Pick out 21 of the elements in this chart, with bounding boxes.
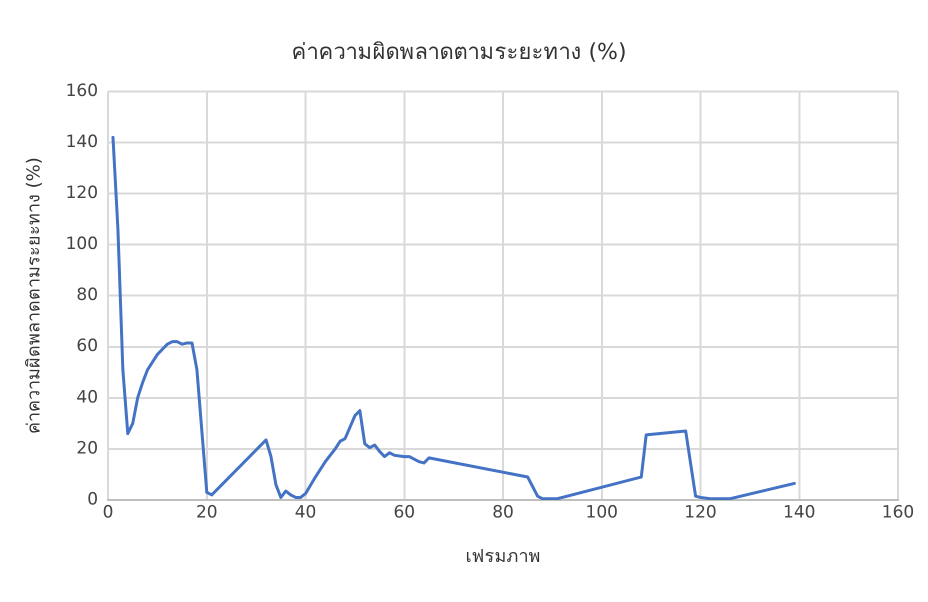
y-tick-label: 100: [66, 234, 98, 254]
y-tick-label: 40: [76, 387, 98, 408]
x-tick-label: 120: [684, 502, 717, 523]
x-tick-label: 60: [393, 502, 416, 523]
y-tick-label: 20: [76, 438, 98, 458]
x-tick-label: 160: [882, 502, 914, 523]
x-axis-title: เฟรมภาพ: [466, 546, 541, 567]
x-tick-label: 140: [783, 502, 816, 523]
y-tick-label: 80: [76, 285, 98, 306]
x-tick-label: 80: [492, 502, 514, 523]
x-tick-label: 20: [196, 502, 218, 523]
chart-title: ค่าความผิดพลาดตามระยะทาง (%): [291, 40, 627, 65]
x-tick-label: 100: [586, 502, 618, 523]
y-tick-label: 160: [66, 80, 98, 101]
y-tick-label: 0: [87, 489, 98, 510]
y-axis-title: ค่าความผิดพลาดตามระยะทาง (%): [23, 157, 44, 434]
y-tick-label: 60: [76, 336, 98, 356]
y-tick-label: 140: [66, 132, 98, 152]
y-tick-label: 120: [66, 182, 98, 203]
x-tick-label: 0: [102, 502, 114, 523]
x-tick-label: 40: [294, 502, 316, 523]
